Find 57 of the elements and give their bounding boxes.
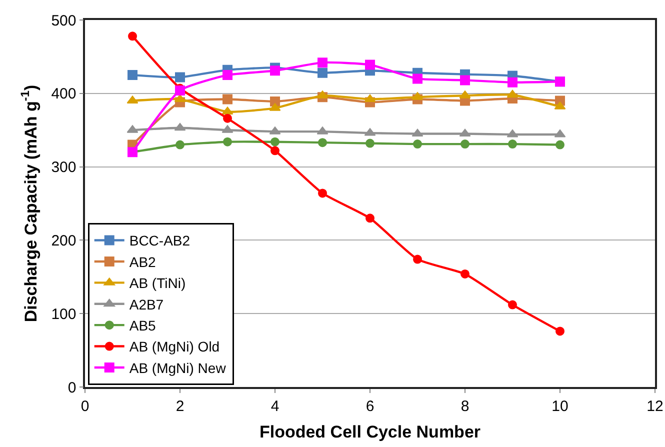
point — [270, 146, 280, 156]
point — [223, 137, 232, 146]
point — [506, 90, 518, 98]
y-tick-label: 100 — [51, 306, 76, 323]
point — [270, 66, 280, 76]
legend-label: BCC-AB2 — [129, 232, 190, 249]
point — [128, 70, 138, 80]
point — [508, 140, 517, 149]
point — [365, 60, 375, 70]
x-tick-label: 12 — [646, 398, 664, 415]
point — [176, 140, 184, 150]
point — [412, 128, 424, 137]
legend-label: AB (MgNi) Old — [129, 338, 220, 355]
x-axis-title: Flooded Cell Cycle Number — [259, 422, 481, 442]
x-tick-label: 2 — [176, 398, 184, 415]
legend-label: AB (MgNi) New — [129, 360, 227, 376]
point — [413, 140, 422, 149]
y-tick-label: 200 — [51, 232, 76, 250]
x-tick-label: 8 — [460, 398, 470, 415]
point — [460, 269, 470, 278]
x-tick-label: 6 — [366, 398, 374, 415]
legend-label: AB2 — [129, 254, 156, 270]
point — [318, 138, 327, 148]
point — [366, 138, 374, 148]
legend-label: AB5 — [129, 318, 156, 334]
point — [366, 214, 374, 223]
y-tick-label: 0 — [68, 379, 76, 396]
point — [459, 128, 471, 137]
point — [460, 140, 470, 149]
x-tick-label: 4 — [270, 398, 280, 415]
point — [270, 137, 280, 146]
point — [460, 75, 470, 86]
point — [556, 140, 564, 150]
y-tick-label: 400 — [51, 86, 76, 103]
legend-label: A2B7 — [129, 296, 164, 312]
point — [223, 114, 232, 123]
point — [175, 72, 185, 82]
x-tick-label: 0 — [80, 398, 90, 415]
point — [222, 94, 232, 104]
point — [174, 94, 186, 102]
point — [412, 74, 422, 84]
legend-label: AB (TiNi) — [129, 275, 186, 292]
y-tick-label: 500 — [51, 12, 76, 30]
point — [318, 188, 327, 198]
point — [318, 58, 328, 68]
point — [174, 122, 186, 131]
y-tick-label: 300 — [51, 159, 76, 176]
point — [222, 70, 232, 80]
x-tick-label: 10 — [552, 398, 568, 415]
point — [508, 300, 517, 310]
point — [128, 32, 137, 41]
point — [413, 254, 422, 264]
point — [175, 85, 185, 96]
point — [508, 77, 518, 88]
point — [364, 94, 376, 102]
point — [318, 68, 328, 78]
point — [556, 326, 564, 336]
